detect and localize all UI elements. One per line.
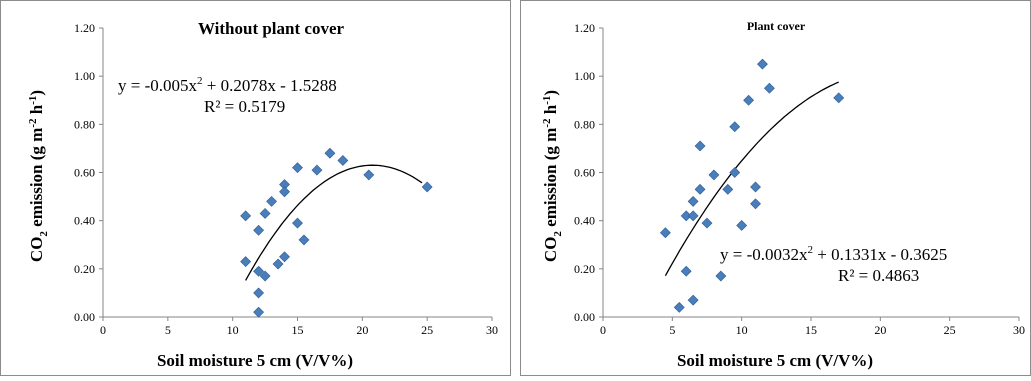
panel-plant-cover-frame	[520, 0, 1031, 376]
x-tick-label: 10	[736, 323, 748, 337]
y-tick-label: 0.20	[574, 262, 595, 276]
data-point	[687, 195, 699, 207]
data-point	[750, 181, 761, 193]
data-point	[729, 121, 741, 133]
data-point	[240, 210, 252, 222]
data-point	[259, 208, 271, 219]
data-point	[266, 195, 277, 207]
data-point	[279, 251, 290, 263]
y-tick-label: 1.00	[574, 69, 595, 83]
data-point	[833, 92, 845, 104]
data-point	[292, 162, 303, 174]
data-point	[363, 169, 375, 181]
y-axis-label-plant-cover: CO2 emission (g m-2 h-1)	[541, 90, 564, 262]
data-point	[687, 210, 699, 222]
y-tick-label: 0.00	[74, 310, 95, 324]
data-point	[311, 164, 323, 176]
data-point	[750, 198, 761, 210]
x-tick-label: 15	[292, 323, 304, 337]
trendline-equation-plant-cover: y = -0.0032x2 + 0.1331x - 0.3625	[720, 244, 947, 264]
data-point	[659, 227, 671, 239]
data-point	[253, 287, 265, 299]
data-point	[253, 224, 265, 236]
y-tick-label: 1.20	[574, 21, 595, 35]
data-point	[708, 169, 720, 181]
x-tick-label: 0	[600, 323, 606, 337]
data-point	[736, 220, 748, 231]
data-point	[694, 183, 706, 195]
data-point	[687, 294, 699, 306]
data-point	[253, 265, 265, 277]
x-tick-label: 5	[669, 323, 675, 337]
x-tick-label: 20	[874, 323, 886, 337]
y-tick-label: 0.40	[74, 214, 95, 228]
r-squared-plant-cover: R² = 0.4863	[838, 266, 919, 285]
y-tick-label: 1.20	[74, 21, 95, 35]
data-point	[680, 265, 692, 277]
trendline-plant-cover	[664, 81, 839, 277]
y-tick-label: 0.60	[574, 166, 595, 180]
data-point	[324, 147, 336, 159]
data-point	[298, 234, 310, 246]
data-point	[722, 183, 734, 195]
data-point	[743, 94, 755, 106]
data-point	[292, 217, 303, 229]
r-squared-without-cover: R² = 0.5179	[204, 97, 285, 116]
data-point	[279, 186, 290, 198]
x-axis-label-plant-cover: Soil moisture 5 cm (V/V%)	[677, 351, 873, 370]
y-tick-label: 0.40	[574, 214, 595, 228]
x-tick-label: 5	[165, 323, 171, 337]
data-point	[272, 258, 284, 270]
data-point	[729, 167, 741, 178]
data-point	[673, 301, 685, 313]
data-point	[253, 306, 265, 318]
trendline-equation-without-cover: y = -0.005x2 + 0.2078x - 1.5288	[118, 75, 337, 95]
plot-area-without-cover: 0.00 0.20 0.40 0.60 0.80 1.00 1.20 0 5 10 15 20 25 30	[74, 21, 498, 337]
data-point	[421, 181, 433, 193]
data-point	[337, 155, 349, 166]
data-point	[259, 270, 271, 282]
plot-area-plant-cover: 0.00 0.20 0.40 0.60 0.80 1.00 1.20 0 5 10 15 20 25 30	[574, 21, 1025, 337]
x-axis-label-without-cover: Soil moisture 5 cm (V/V%)	[157, 351, 353, 370]
data-point	[715, 270, 727, 282]
y-tick-label: 0.60	[74, 166, 95, 180]
x-tick-label: 30	[1013, 323, 1025, 337]
y-tick-label: 1.00	[74, 69, 95, 83]
x-tick-label: 20	[356, 323, 368, 337]
y-axis-label-without-cover: CO2 emission (g m-2 h-1)	[27, 90, 50, 262]
x-tick-label: 30	[486, 323, 498, 337]
x-tick-label: 10	[227, 323, 239, 337]
trendline-without-cover	[245, 164, 423, 281]
x-tick-label: 25	[944, 323, 956, 337]
y-tick-label: 0.80	[574, 117, 595, 131]
data-point	[240, 256, 252, 268]
y-tick-label: 0.00	[574, 310, 595, 324]
x-tick-label: 15	[805, 323, 817, 337]
x-tick-label: 0	[100, 323, 106, 337]
data-point	[694, 140, 706, 152]
y-tick-label: 0.20	[74, 262, 95, 276]
data-point	[757, 58, 768, 70]
data-point	[701, 217, 713, 229]
y-tick-label: 0.80	[74, 117, 95, 131]
chart-title-without-cover: Without plant cover	[198, 19, 345, 38]
x-tick-label: 25	[421, 323, 433, 337]
data-point	[763, 82, 775, 94]
chart-title-plant-cover: Plant cover	[747, 19, 806, 33]
